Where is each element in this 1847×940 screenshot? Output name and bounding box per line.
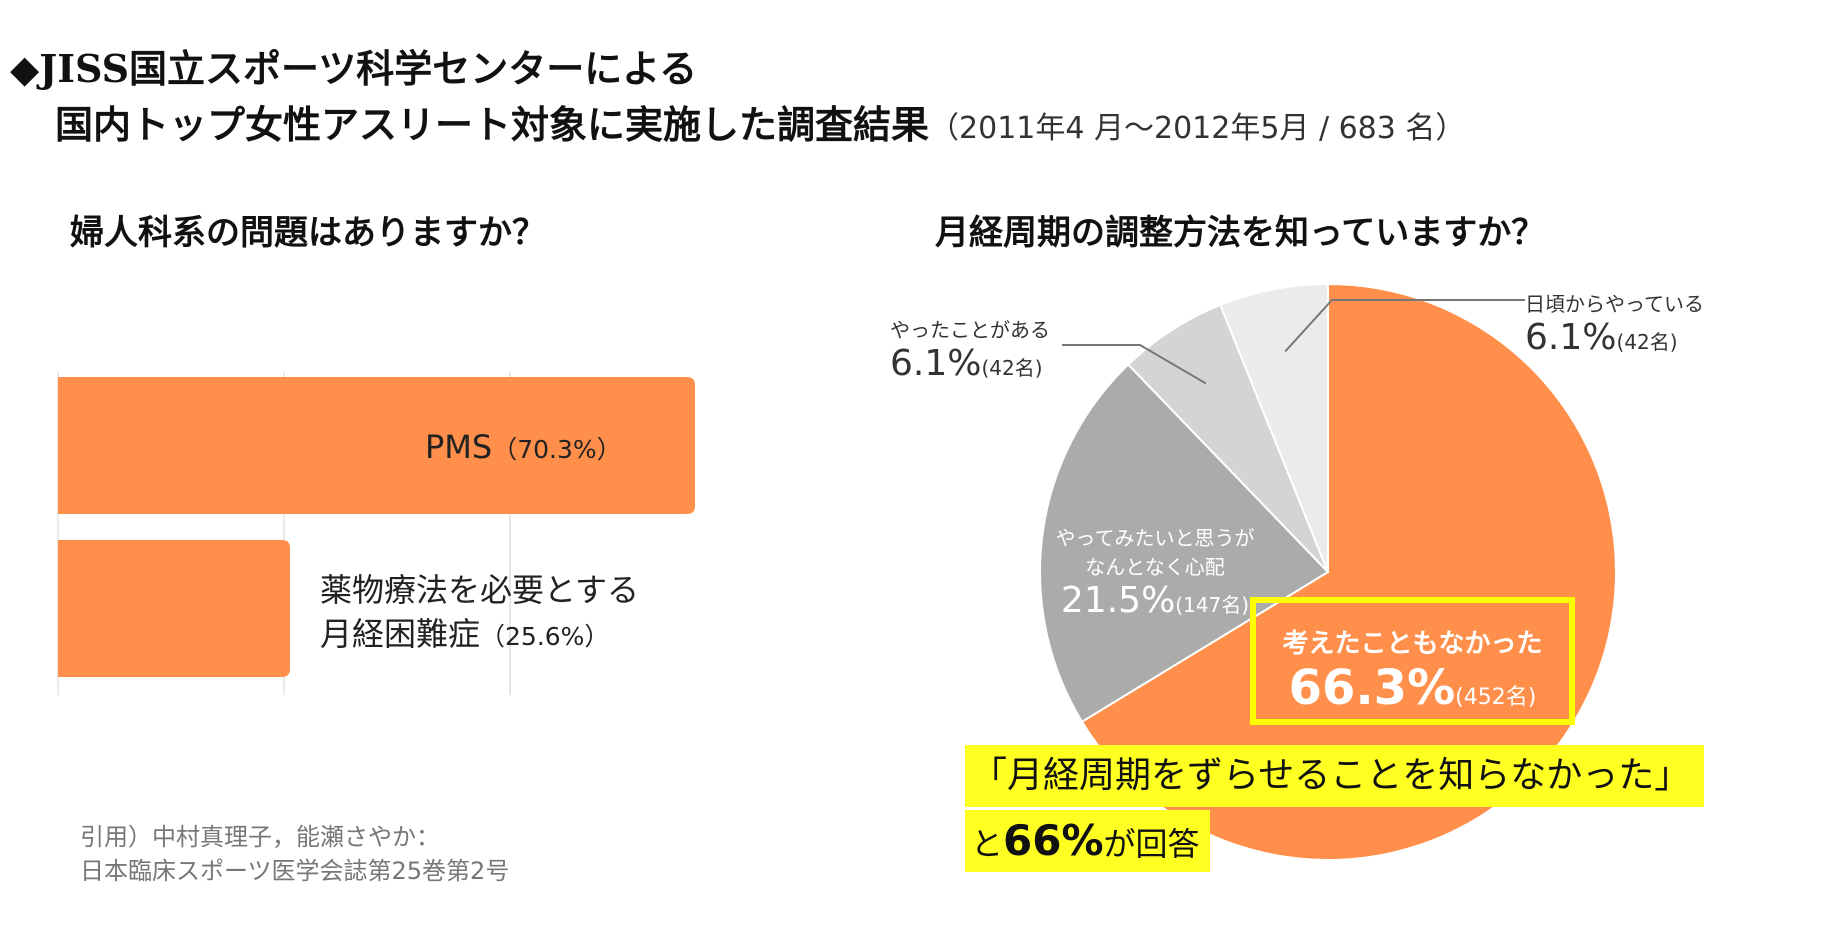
pie-label-never-name: 考えたこともなかった [1282,629,1543,659]
pie-label-regular-count: (42名) [1616,330,1678,354]
pie-slice-3 [1218,282,1329,573]
bar-label-dysmenorrhea-line2: 月経困難症 [320,615,481,653]
bar-chart-title: 婦人科系の問題はありますか？ [70,213,546,253]
title-line-2: 国内トップ女性アスリート対象に実施した調査結果（2011年4 月〜2012年5月… [55,94,1465,149]
highlight-line-2: と66%が回答 [965,810,1210,872]
bar-label-pms-pct: （70.3%） [492,435,622,464]
bar-0 [58,377,695,514]
pie-label-tried-count: (42名) [981,356,1043,380]
highlight-percent: 66% [1003,816,1104,865]
pie-leader-lines [1062,299,1525,385]
pie-label-tried-value: 6.1% [890,343,982,384]
leader-regular [1284,299,1525,353]
pie-label-tried: やったことがある 6.1%(42名) [890,314,1050,384]
bar-label-dysmenorrhea-pct: （25.6%） [480,622,610,651]
pie-label-tried-name: やったことがある [890,318,1050,342]
pie-label-regular: 日頃からやっている 6.1%(42名) [1525,288,1704,358]
pie-chart-title: 月経周期の調整方法を知っていますか？ [935,213,1546,253]
title-line-1: ◆JISS国立スポーツ科学センターによる [10,46,698,91]
pie-label-worried-value: 21.5% [1060,580,1176,621]
pie-label-worried-name-1: やってみたいと思うが [1055,526,1255,550]
pie-label-never-value: 66.3% [1288,660,1456,716]
pie-label-worried: やってみたいと思うが なんとなく心配 21.5%(147名) [1045,522,1265,621]
citation-line-1: 引用）中村真理子，能瀬さやか： [80,823,440,851]
highlight-suffix: が回答 [1103,825,1200,863]
citation-line-2: 日本臨床スポーツ医学会誌第25巻第2号 [80,857,510,885]
pie-label-worried-name-2: なんとなく心配 [1085,555,1225,579]
bar-1 [58,540,290,677]
highlight-line-1: 「月経周期をずらせることを知らなかった」 [965,745,1705,807]
pie-slice-1 [1039,363,1330,724]
bar-marks [58,377,695,677]
leader-tried [1062,344,1207,385]
highlight-prefix: と [971,825,1004,863]
pie-slice-0 [1080,282,1618,861]
pie-label-never-count: (452名) [1455,685,1537,710]
pie-label-regular-name: 日頃からやっている [1525,292,1704,316]
bar-label-pms-name: PMS [425,428,493,466]
survey-period: （2011年4 月〜2012年5月 / 683 名） [929,111,1466,146]
pie-marks [1039,282,1618,861]
pie-label-never-box: 考えたこともなかった 66.3%(452名) [1250,597,1575,725]
pie-label-worried-count: (147名) [1175,593,1250,617]
title-main: 国内トップ女性アスリート対象に実施した調査結果 [55,102,930,147]
pie-label-regular-value: 6.1% [1525,317,1617,358]
bar-label-dysmenorrhea: 薬物療法を必要とする 月経困難症（25.6%） [320,568,639,659]
bar-label-pms: PMS（70.3%） [425,428,622,466]
citation: 引用）中村真理子，能瀬さやか： 日本臨床スポーツ医学会誌第25巻第2号 [80,820,509,888]
bar-label-dysmenorrhea-line1: 薬物療法を必要とする [320,571,640,609]
